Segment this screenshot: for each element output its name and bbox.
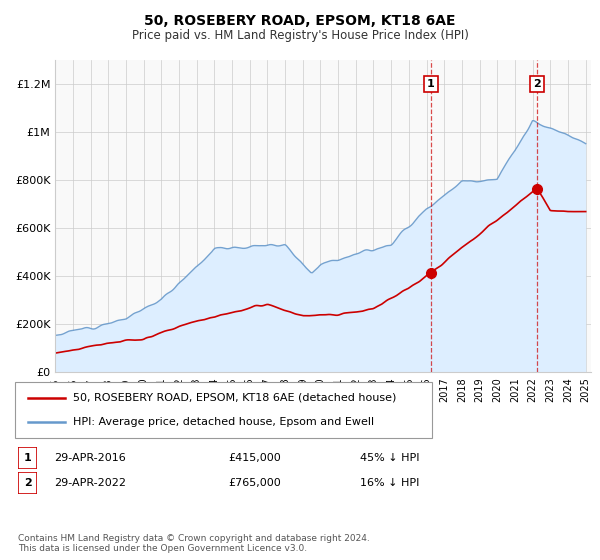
Text: Price paid vs. HM Land Registry's House Price Index (HPI): Price paid vs. HM Land Registry's House … xyxy=(131,29,469,42)
Text: 2: 2 xyxy=(533,79,541,89)
Text: 2: 2 xyxy=(24,478,31,488)
Text: £765,000: £765,000 xyxy=(228,478,281,488)
Text: 1: 1 xyxy=(427,79,435,89)
Text: 50, ROSEBERY ROAD, EPSOM, KT18 6AE: 50, ROSEBERY ROAD, EPSOM, KT18 6AE xyxy=(144,14,456,28)
Text: 29-APR-2022: 29-APR-2022 xyxy=(54,478,126,488)
FancyBboxPatch shape xyxy=(18,472,37,494)
Text: 1: 1 xyxy=(24,453,31,463)
Text: HPI: Average price, detached house, Epsom and Ewell: HPI: Average price, detached house, Epso… xyxy=(73,417,374,427)
Text: Contains HM Land Registry data © Crown copyright and database right 2024.
This d: Contains HM Land Registry data © Crown c… xyxy=(18,534,370,553)
Text: 29-APR-2016: 29-APR-2016 xyxy=(54,453,126,463)
Text: 16% ↓ HPI: 16% ↓ HPI xyxy=(360,478,419,488)
Text: 45% ↓ HPI: 45% ↓ HPI xyxy=(360,453,419,463)
Text: £415,000: £415,000 xyxy=(228,453,281,463)
FancyBboxPatch shape xyxy=(15,382,432,438)
FancyBboxPatch shape xyxy=(18,447,37,469)
Text: 50, ROSEBERY ROAD, EPSOM, KT18 6AE (detached house): 50, ROSEBERY ROAD, EPSOM, KT18 6AE (deta… xyxy=(73,393,397,403)
